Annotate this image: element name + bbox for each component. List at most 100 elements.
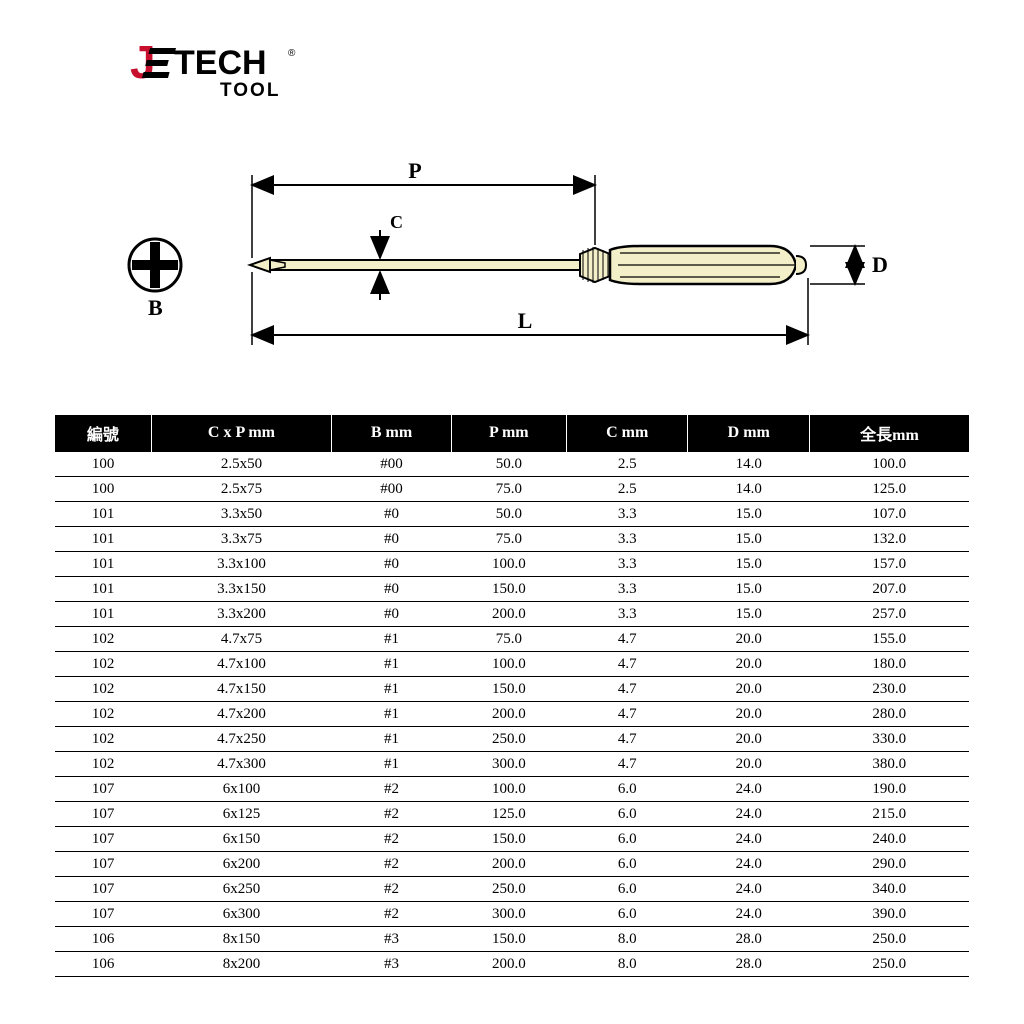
table-header-row: 編號C x P mmB mmP mmC mmD mm全長mm [55, 415, 969, 452]
table-cell: 150.0 [451, 677, 566, 702]
table-cell: 100.0 [810, 452, 969, 477]
table-cell: 15.0 [688, 577, 810, 602]
table-cell: 107.0 [810, 502, 969, 527]
table-cell: 2.5x75 [151, 477, 332, 502]
table-row: 1024.7x250#1250.04.720.0330.0 [55, 727, 969, 752]
table-header-cell: 編號 [55, 415, 151, 452]
table-cell: 180.0 [810, 652, 969, 677]
table-cell: 300.0 [451, 752, 566, 777]
table-cell: 380.0 [810, 752, 969, 777]
table-cell: #1 [332, 677, 451, 702]
table-row: 1002.5x50#0050.02.514.0100.0 [55, 452, 969, 477]
table-cell: #0 [332, 577, 451, 602]
table-cell: 300.0 [451, 902, 566, 927]
table-cell: 101 [55, 502, 151, 527]
table-cell: 100 [55, 477, 151, 502]
table-cell: 3.3 [566, 527, 688, 552]
table-cell: 101 [55, 552, 151, 577]
table-row: 1076x125#2125.06.024.0215.0 [55, 802, 969, 827]
table-body: 1002.5x50#0050.02.514.0100.01002.5x75#00… [55, 452, 969, 977]
table-row: 1013.3x50#050.03.315.0107.0 [55, 502, 969, 527]
table-cell: 3.3 [566, 502, 688, 527]
table-cell: 6.0 [566, 777, 688, 802]
table-cell: 6.0 [566, 802, 688, 827]
table-cell: 4.7x300 [151, 752, 332, 777]
table-cell: 100.0 [451, 552, 566, 577]
table-cell: 190.0 [810, 777, 969, 802]
table-cell: 200.0 [451, 852, 566, 877]
table-cell: 200.0 [451, 702, 566, 727]
table-cell: 150.0 [451, 927, 566, 952]
brand-logo: J TECH ® TOOL [130, 40, 330, 115]
table-cell: 6.0 [566, 877, 688, 902]
table-cell: 4.7 [566, 677, 688, 702]
table-cell: 200.0 [451, 952, 566, 977]
table-cell: 101 [55, 602, 151, 627]
table-row: 1076x250#2250.06.024.0340.0 [55, 877, 969, 902]
table-cell: #00 [332, 477, 451, 502]
table-cell: 3.3 [566, 602, 688, 627]
table-row: 1076x100#2100.06.024.0190.0 [55, 777, 969, 802]
table-cell: 200.0 [451, 602, 566, 627]
dimension-d: D [810, 246, 888, 284]
table-cell: 6x300 [151, 902, 332, 927]
table-cell: 75.0 [451, 627, 566, 652]
table-cell: 4.7x75 [151, 627, 332, 652]
table-cell: 3.3 [566, 552, 688, 577]
table-cell: 280.0 [810, 702, 969, 727]
table-row: 1076x300#2300.06.024.0390.0 [55, 902, 969, 927]
table-cell: 250.0 [451, 877, 566, 902]
table-cell: 290.0 [810, 852, 969, 877]
table-cell: 102 [55, 627, 151, 652]
table-cell: 4.7x250 [151, 727, 332, 752]
table-cell: 8.0 [566, 927, 688, 952]
table-cell: 8x150 [151, 927, 332, 952]
table-cell: 157.0 [810, 552, 969, 577]
table-cell: 2.5 [566, 477, 688, 502]
table-cell: 3.3x200 [151, 602, 332, 627]
table-cell: 102 [55, 727, 151, 752]
table-cell: #2 [332, 852, 451, 877]
table-cell: 6x125 [151, 802, 332, 827]
table-cell: 102 [55, 752, 151, 777]
table-cell: #3 [332, 927, 451, 952]
table-cell: #2 [332, 877, 451, 902]
table-row: 1068x200#3200.08.028.0250.0 [55, 952, 969, 977]
spec-table-container: 編號C x P mmB mmP mmC mmD mm全長mm 1002.5x50… [55, 415, 969, 977]
table-header-cell: 全長mm [810, 415, 969, 452]
table-row: 1024.7x200#1200.04.720.0280.0 [55, 702, 969, 727]
table-row: 1024.7x100#1100.04.720.0180.0 [55, 652, 969, 677]
table-cell: 75.0 [451, 527, 566, 552]
table-cell: #3 [332, 952, 451, 977]
table-cell: 24.0 [688, 902, 810, 927]
table-cell: #0 [332, 527, 451, 552]
table-cell: 240.0 [810, 827, 969, 852]
table-cell: 6x250 [151, 877, 332, 902]
table-cell: 100.0 [451, 777, 566, 802]
table-cell: 4.7 [566, 652, 688, 677]
table-cell: #0 [332, 602, 451, 627]
table-cell: 8x200 [151, 952, 332, 977]
table-row: 1024.7x300#1300.04.720.0380.0 [55, 752, 969, 777]
table-cell: 15.0 [688, 527, 810, 552]
table-cell: 207.0 [810, 577, 969, 602]
table-cell: 100.0 [451, 652, 566, 677]
table-cell: 4.7x100 [151, 652, 332, 677]
table-header-cell: D mm [688, 415, 810, 452]
table-cell: 106 [55, 927, 151, 952]
table-cell: 24.0 [688, 827, 810, 852]
table-cell: 100 [55, 452, 151, 477]
table-cell: 107 [55, 877, 151, 902]
table-cell: 107 [55, 777, 151, 802]
table-header-cell: C mm [566, 415, 688, 452]
table-cell: 20.0 [688, 727, 810, 752]
table-cell: 14.0 [688, 477, 810, 502]
table-cell: 20.0 [688, 752, 810, 777]
label-p: P [408, 158, 421, 183]
table-cell: 6x100 [151, 777, 332, 802]
table-cell: 3.3x50 [151, 502, 332, 527]
table-header-cell: C x P mm [151, 415, 332, 452]
table-row: 1013.3x75#075.03.315.0132.0 [55, 527, 969, 552]
table-cell: 4.7x200 [151, 702, 332, 727]
table-cell: 2.5x50 [151, 452, 332, 477]
